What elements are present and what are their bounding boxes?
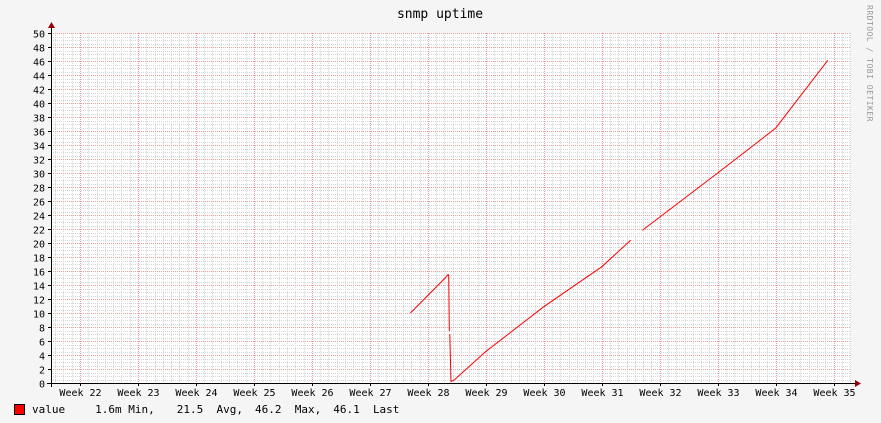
legend-label: value [32, 402, 66, 416]
legend-avg: 21.5 Avg, [176, 402, 243, 416]
x-tick-label: Week 27 [349, 388, 391, 399]
grid-lines [51, 33, 851, 384]
x-tick-label: Week 24 [175, 388, 217, 399]
x-tick-label: Week 23 [117, 388, 159, 399]
y-tick-label: 42 [33, 86, 45, 97]
y-tick-label: 18 [33, 254, 45, 265]
x-tick-label: Week 29 [465, 388, 507, 399]
y-tick-label: 26 [33, 198, 45, 209]
y-tick-label: 6 [39, 338, 45, 349]
y-tick-label: 34 [33, 142, 45, 153]
y-tick-label: 28 [33, 184, 45, 195]
legend: value 1.6m Min, 21.5 Avg, 46.2 Max, 46.1… [14, 402, 399, 416]
series-line-value [453, 239, 632, 381]
y-tick-label: 24 [33, 212, 45, 223]
y-tick-label: 20 [33, 240, 45, 251]
y-tick-label: 32 [33, 156, 45, 167]
x-tick-label: Week 25 [233, 388, 275, 399]
y-tick-label: 36 [33, 128, 45, 139]
x-tick-label: Week 30 [523, 388, 565, 399]
y-tick-label: 46 [33, 58, 45, 69]
series-line-value [449, 333, 455, 383]
x-tick-label: Week 28 [407, 388, 449, 399]
axes [47, 22, 861, 387]
x-tick-label: Week 35 [813, 388, 855, 399]
tick-labels: 0246810121416182022242628303234363840424… [33, 30, 856, 400]
x-tick-label: Week 34 [755, 388, 797, 399]
y-tick-label: 48 [33, 44, 45, 55]
y-tick-label: 40 [33, 100, 45, 111]
legend-min: 1.6m Min, [95, 402, 155, 416]
y-axis-arrow [48, 22, 55, 28]
legend-last: 46.1 Last [333, 402, 400, 416]
series-layer [410, 59, 829, 383]
y-tick-label: 2 [39, 366, 45, 377]
series-line-value [410, 273, 450, 332]
y-tick-label: 38 [33, 114, 45, 125]
y-tick-label: 8 [39, 324, 45, 335]
legend-max: 46.2 Max, [254, 402, 322, 416]
watermark-text: RRDTOOL / TOBI OETIKER [865, 5, 874, 122]
y-tick-label: 4 [39, 352, 45, 363]
x-tick-label: Week 22 [59, 388, 101, 399]
y-tick-label: 22 [33, 226, 45, 237]
x-tick-label: Week 31 [581, 388, 623, 399]
y-tick-label: 0 [39, 380, 45, 391]
series-line-value [641, 59, 829, 231]
x-tick-label: Week 26 [291, 388, 333, 399]
x-axis-arrow [855, 380, 861, 387]
y-tick-label: 16 [33, 268, 45, 279]
x-tick-label: Week 32 [639, 388, 681, 399]
y-tick-label: 12 [33, 296, 45, 307]
y-tick-label: 50 [33, 30, 45, 41]
y-tick-label: 10 [33, 310, 45, 321]
x-tick-label: Week 33 [697, 388, 739, 399]
y-tick-label: 44 [33, 72, 45, 83]
legend-swatch [14, 403, 25, 415]
chart-title: snmp uptime [397, 7, 483, 22]
y-tick-label: 14 [33, 282, 45, 293]
y-tick-label: 30 [33, 170, 45, 181]
